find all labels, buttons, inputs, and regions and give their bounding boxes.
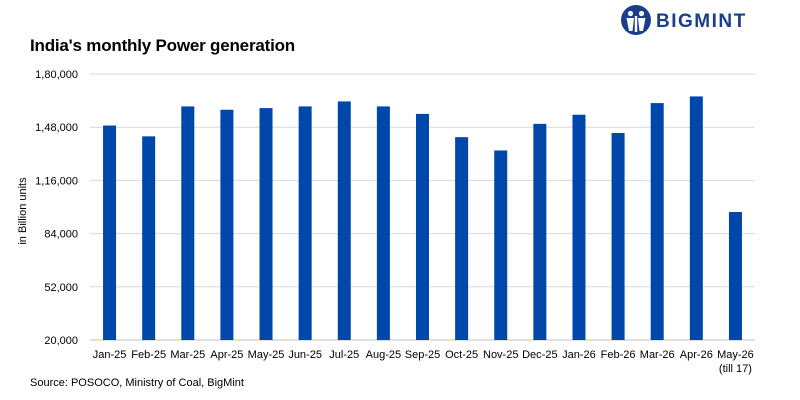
x-axis-ticks: Jan-25 Feb-25 Mar-25 Apr-25 May-25 Jun-25 Jul-… xyxy=(93,349,754,375)
x-tick-label: Jan-26 xyxy=(562,349,596,361)
bar xyxy=(142,136,156,340)
x-tick-label: Jun-25 xyxy=(288,349,322,361)
bar xyxy=(416,113,429,341)
x-tick-label: Feb-26 xyxy=(601,349,636,361)
y-tick-label: 1,48,000 xyxy=(35,122,78,134)
chart-title: India's monthly Power generation xyxy=(30,36,295,55)
bar xyxy=(533,123,547,340)
bar xyxy=(494,150,508,340)
y-tick-label: 1,80,000 xyxy=(35,69,78,81)
x-tick-label: Jul-25 xyxy=(329,349,359,361)
bar xyxy=(572,114,586,340)
bar xyxy=(103,125,117,340)
x-tick-label: Mar-25 xyxy=(170,349,205,361)
bar xyxy=(298,106,312,340)
x-tick-label: Feb-25 xyxy=(131,349,166,361)
bar xyxy=(650,103,664,340)
y-tick-label: 52,000 xyxy=(44,282,78,294)
bar xyxy=(376,106,390,340)
x-tick-label: May-25 xyxy=(248,349,285,361)
bar xyxy=(611,133,625,340)
x-tick-label: Jan-25 xyxy=(93,349,127,361)
x-tick-label: May-26 xyxy=(717,349,754,361)
brand: BIGMINT xyxy=(620,4,795,36)
brand-name: BIGMINT xyxy=(656,11,747,32)
x-tick-label: Dec-25 xyxy=(522,349,557,361)
y-tick-label: 84,000 xyxy=(44,229,78,241)
x-tick-label: Apr-25 xyxy=(210,349,243,361)
bar xyxy=(337,101,351,341)
y-tick-label: 1,16,000 xyxy=(35,175,78,187)
bar xyxy=(455,137,469,340)
x-tick-label: Oct-25 xyxy=(445,349,478,361)
x-tick-label: Apr-26 xyxy=(680,349,713,361)
bar xyxy=(220,109,234,341)
x-tick-note: (till 17) xyxy=(719,363,752,375)
bar xyxy=(181,106,195,340)
y-tick-label: 20,000 xyxy=(44,335,78,347)
y-axis-ticks: 20,000 52,000 84,000 1,16,000 1,48,000 1,80,0… xyxy=(35,69,78,347)
x-tick-label: Aug-25 xyxy=(366,349,401,361)
bar xyxy=(728,211,742,340)
bar xyxy=(259,108,273,340)
x-tick-label: Mar-26 xyxy=(640,349,675,361)
bars xyxy=(103,96,742,341)
bigmint-logo-icon xyxy=(621,5,651,35)
source-note: Source: POSOCO, Ministry of Coal, BigMin… xyxy=(30,377,244,389)
x-tick-label: Nov-25 xyxy=(483,349,518,361)
x-tick-label: Sep-25 xyxy=(405,349,440,361)
bar xyxy=(689,96,703,340)
